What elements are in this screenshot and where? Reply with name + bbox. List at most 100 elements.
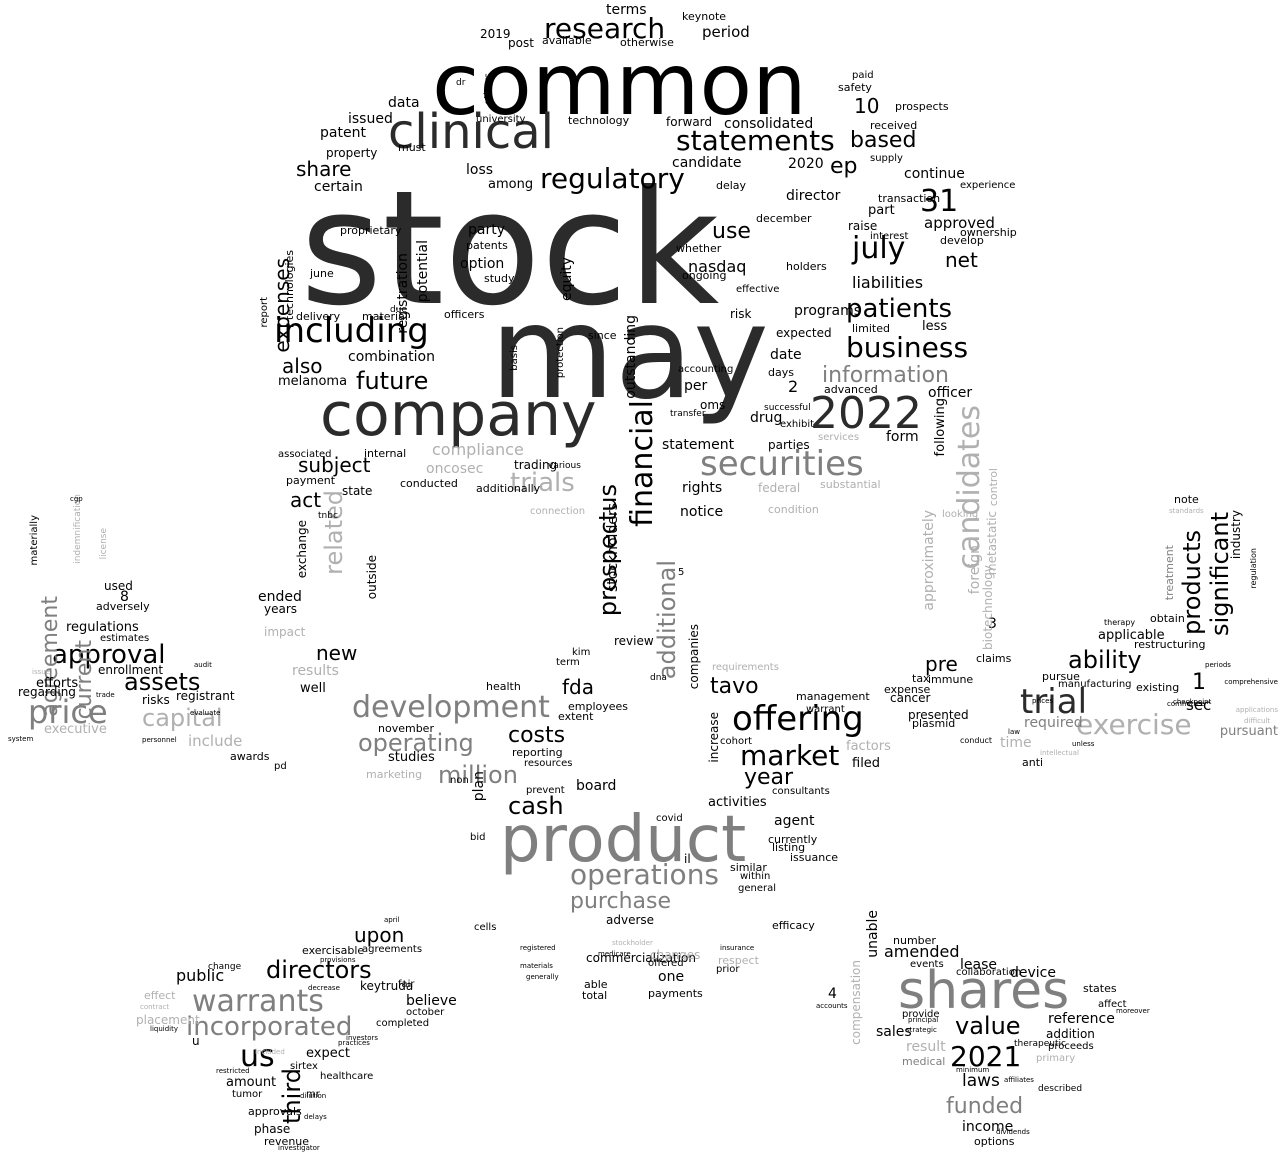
word-clinical: clinical: [388, 104, 554, 160]
word-states: states: [1083, 982, 1117, 995]
word-transaction: transaction: [878, 192, 941, 205]
word-successful: successful: [764, 403, 811, 413]
word-sirtex: sirtex: [290, 1061, 318, 1072]
word-outside: outside: [365, 555, 379, 600]
word-note: note: [1174, 493, 1199, 506]
word-metastatic: metastatic: [985, 511, 999, 576]
word-holders: holders: [786, 260, 827, 273]
word-trials: trials: [510, 468, 575, 498]
word-business: business: [846, 331, 969, 364]
word-accounting: accounting: [678, 364, 734, 375]
word-investigator: investigator: [278, 1144, 320, 1152]
word-unable: unable: [865, 910, 881, 958]
word-control: control: [987, 468, 1000, 507]
word-keytruda: keytruda: [360, 979, 414, 993]
word-candidate: candidate: [672, 155, 742, 171]
word-industry: industry: [1229, 510, 1243, 560]
word-per: per: [684, 378, 708, 394]
word-restricted: restricted: [216, 1067, 250, 1075]
word-stockholder: stockholder: [612, 939, 653, 947]
word-law: law: [1008, 728, 1020, 736]
word-year: year: [744, 765, 794, 790]
word-compensation: compensation: [849, 960, 863, 1045]
word-investors: investors: [346, 1034, 379, 1042]
word-act: act: [290, 488, 322, 512]
word-oms: oms: [700, 398, 726, 412]
word-director: director: [786, 188, 841, 204]
word-ep: ep: [830, 154, 858, 179]
word-paid: paid: [852, 70, 874, 81]
word-payments: payments: [648, 987, 703, 1000]
word-must: must: [398, 141, 426, 154]
word-filed: filed: [852, 756, 881, 771]
word-provisions: provisions: [320, 956, 356, 964]
word-claims: claims: [976, 652, 1012, 665]
word-change: change: [208, 962, 242, 972]
word-million: million: [438, 761, 518, 789]
word-similar: similar: [730, 861, 767, 874]
word-management: management: [796, 690, 870, 703]
word-among: among: [488, 177, 534, 192]
word-market: market: [740, 739, 840, 772]
word-us: us: [240, 1039, 275, 1074]
word-term: term: [556, 657, 580, 668]
word-treatment: treatment: [1163, 545, 1176, 601]
word-warrant: warrant: [806, 704, 845, 715]
word-sec: sec: [1186, 696, 1212, 714]
word-health: health: [486, 680, 521, 693]
word-transfer: transfer: [670, 409, 706, 419]
word-june: june: [310, 267, 334, 280]
word-public: public: [176, 966, 225, 985]
word-moreover: moreover: [1116, 1007, 1150, 1015]
word-potential: potential: [415, 240, 431, 303]
word-cells: cells: [474, 922, 497, 933]
word-reference: reference: [1048, 1011, 1115, 1027]
word-net: net: [945, 248, 978, 272]
word-development: development: [352, 690, 550, 725]
word-pd: pd: [274, 761, 287, 772]
word-addition: addition: [1046, 1027, 1095, 1041]
word-presented: presented: [908, 708, 969, 722]
word-exercise: exercise: [1076, 708, 1192, 741]
word-kim: kim: [572, 647, 591, 658]
word-post: post: [508, 36, 534, 50]
word-future: future: [356, 367, 429, 395]
word-outstanding: outstanding: [623, 315, 639, 399]
word-october: october: [406, 1007, 445, 1018]
word-received: received: [870, 119, 918, 132]
word-anti: anti: [1022, 756, 1044, 769]
word-experience: experience: [960, 180, 1016, 191]
word-executive: executive: [44, 722, 107, 737]
word-university: university: [476, 114, 526, 125]
word-condition: condition: [768, 503, 819, 516]
word-bid: bid: [470, 832, 486, 843]
word-used: used: [104, 579, 133, 593]
word-associated: associated: [278, 449, 332, 460]
word-delays: delays: [304, 1113, 327, 1121]
word-otherwise: otherwise: [620, 36, 674, 49]
word-practices: practices: [338, 1039, 370, 1047]
word-immune: immune: [928, 673, 974, 686]
word-dividends: dividends: [996, 1128, 1030, 1136]
word-non: non: [450, 775, 469, 786]
word-days: days: [768, 366, 794, 379]
word-included: included: [255, 1048, 285, 1056]
word-healthcare: healthcare: [320, 1071, 374, 1082]
word-additional: additional: [653, 560, 681, 680]
word-standards: standards: [1169, 507, 1204, 515]
word-forward: forward: [666, 115, 713, 129]
word-subject: subject: [298, 453, 371, 477]
word-patents: patents: [466, 239, 508, 252]
word-fair: fair: [398, 979, 415, 990]
word-activities: activities: [708, 795, 767, 810]
word-include: include: [188, 732, 243, 750]
word-biotechnology: biotechnology: [981, 565, 995, 650]
word-state: state: [342, 484, 373, 498]
word-funded: funded: [946, 1094, 1024, 1119]
word-effective: effective: [736, 284, 780, 295]
word-proprietary: proprietary: [340, 224, 402, 237]
word-parties: parties: [768, 438, 810, 452]
word-personnel: personnel: [142, 736, 177, 744]
word-general: general: [738, 883, 777, 894]
